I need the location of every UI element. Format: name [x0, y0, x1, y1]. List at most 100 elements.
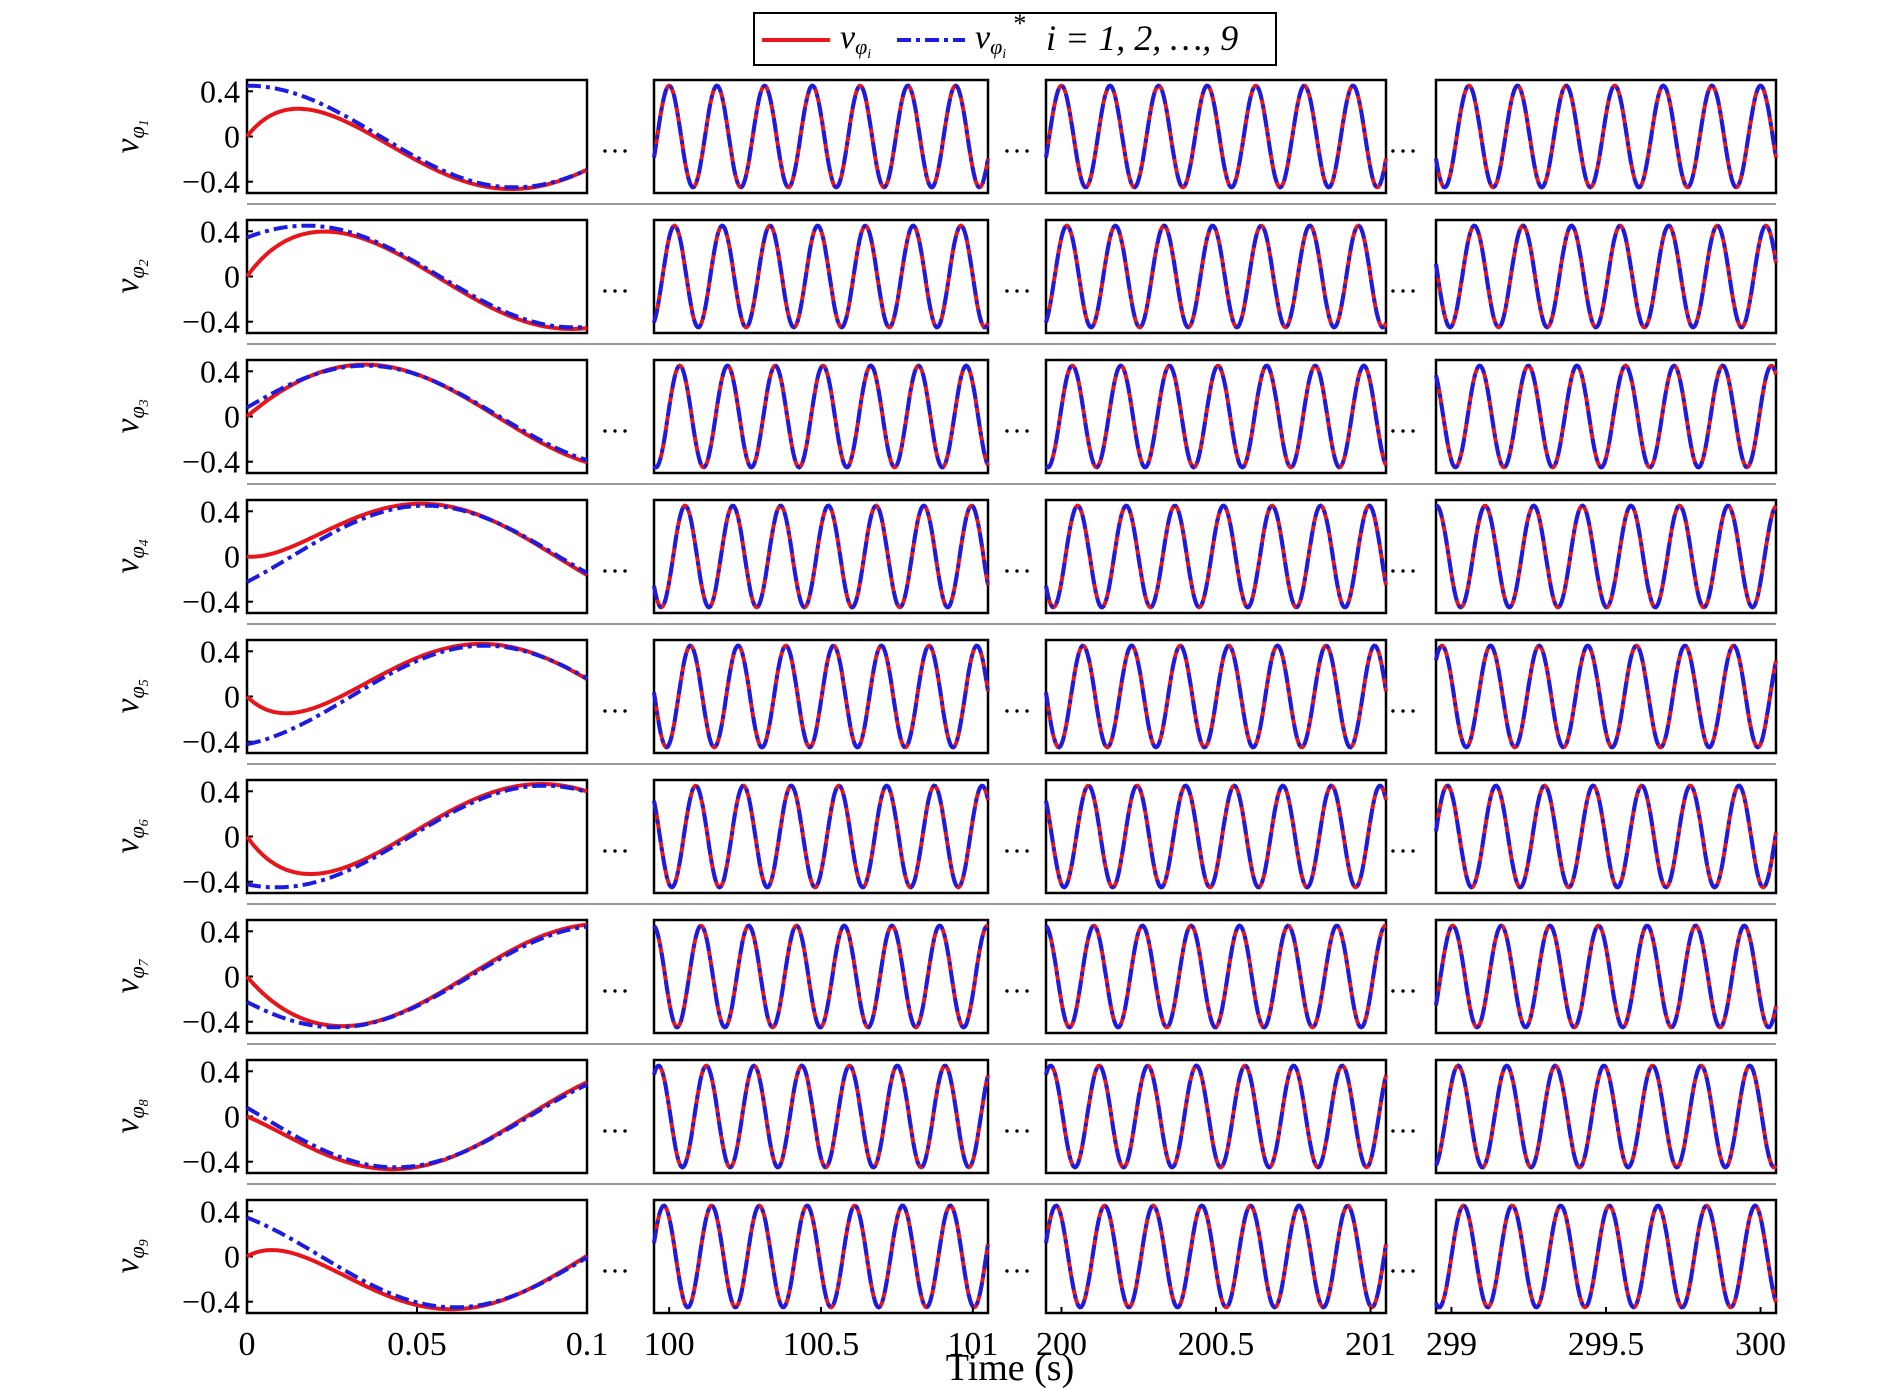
x-tick-label: 299: [1426, 1326, 1477, 1363]
panel-r2-c1: [245, 218, 589, 335]
series-reference-line: [1044, 923, 1387, 1030]
ellipsis: …: [1002, 547, 1032, 580]
x-tick-label: 201: [1345, 1326, 1396, 1363]
x-tick-label: 299.5: [1568, 1326, 1645, 1363]
y-tick-label: 0.4: [200, 1053, 240, 1089]
row-1: vφ1 0.4 0 −0.4 … … …: [109, 73, 1778, 200]
row-8: vφ80.40−0.4………: [109, 1043, 1778, 1180]
y-tick-label: 0: [224, 679, 240, 715]
x-tick-label: 101: [947, 1326, 998, 1363]
series-reference-line: [652, 1063, 990, 1170]
panel-r5-c2: [652, 638, 990, 755]
x-tick-label: 0.1: [566, 1326, 609, 1363]
ellipsis: …: [1388, 687, 1418, 720]
series-reference-line: [1044, 1203, 1388, 1310]
panel-r2-c4: [1434, 218, 1778, 335]
y-tick-label: −0.4: [182, 1004, 240, 1040]
panel-r1-c2: [652, 78, 990, 195]
y-tick-label: −0.4: [182, 164, 240, 200]
series-reference-line: [246, 223, 588, 330]
panel-r4-c2: [652, 498, 990, 615]
ellipsis: …: [600, 1107, 630, 1140]
ellipsis: …: [1388, 967, 1418, 1000]
y-tick-label: 0: [224, 959, 240, 995]
series-reference-line: [1044, 1063, 1388, 1170]
panel-r8-c1: [245, 1058, 589, 1175]
series-reference-line: [652, 923, 989, 1030]
series-reference-line: [1044, 643, 1388, 750]
legend-box: [753, 12, 1277, 66]
ellipsis: …: [1388, 1247, 1418, 1280]
ellipsis: …: [600, 547, 630, 580]
y-axis-label: vφ7: [109, 958, 152, 993]
panel-r6-c1: [245, 778, 589, 895]
ellipsis: …: [600, 127, 630, 160]
series-reference-line: [1434, 783, 1778, 890]
y-tick-label: 0: [224, 539, 240, 575]
ellipsis: …: [1002, 127, 1032, 160]
series-reference-line: [1044, 363, 1388, 470]
y-tick-label: 0.4: [200, 913, 240, 949]
ellipsis: …: [600, 687, 630, 720]
x-tick-label: 0.05: [387, 1326, 447, 1363]
panels: vφ1 0.4 0 −0.4 … … … vφ2 0.4 0 −0.4 … … … vφ3 0.4 0 −0.4 ……: [109, 73, 1786, 1363]
legend-reference-label: vφi*: [975, 9, 1025, 62]
y-axis-label: vφ1: [109, 119, 152, 153]
x-tick-label: 200: [1036, 1326, 1087, 1363]
series-actual-line: [245, 641, 589, 716]
y-tick-label: 0: [224, 819, 240, 855]
series-reference-line: [652, 643, 990, 750]
ellipsis: …: [1388, 267, 1418, 300]
series-reference-line: [246, 1215, 589, 1310]
y-tick-label: −0.4: [182, 584, 240, 620]
row-7: vφ70.40−0.4………: [109, 903, 1778, 1040]
panel-r8-c4: [1434, 1058, 1778, 1175]
y-tick-label: 0: [224, 1239, 240, 1275]
series-reference-line: [246, 363, 588, 463]
panel-r1-c1: [245, 78, 589, 195]
y-tick-label: 0.4: [200, 633, 240, 669]
ellipsis: …: [600, 407, 630, 440]
y-tick-label: 0: [224, 259, 240, 295]
x-axis-label: Time (s): [946, 1347, 1074, 1389]
panel-r3-c1: [245, 358, 589, 475]
ellipsis: …: [1388, 1107, 1418, 1140]
y-axis-label: vφ2: [109, 259, 152, 293]
series-reference-line: [246, 643, 588, 747]
y-tick-label: 0: [224, 119, 240, 155]
ellipsis: …: [1002, 827, 1032, 860]
x-tick-label: 200.5: [1178, 1326, 1255, 1363]
x-tick-label: 0: [239, 1326, 256, 1363]
panel-r6-c2: [652, 778, 990, 895]
panel-r7-c1: [245, 918, 589, 1035]
series-reference-line: [247, 83, 588, 190]
y-tick-label: −0.4: [182, 864, 240, 900]
panel-r6-c4: [1434, 778, 1778, 895]
ellipsis: …: [1388, 127, 1418, 160]
panel-r8-c2: [652, 1058, 990, 1175]
ellipsis: …: [1002, 267, 1032, 300]
y-tick-label: −0.4: [182, 1144, 240, 1180]
y-tick-label: −0.4: [182, 724, 240, 760]
panel-r9-c1: 0 0.05 0.1: [239, 1198, 609, 1363]
ellipsis: …: [1388, 827, 1418, 860]
series-actual-line: [245, 106, 588, 191]
panel-frame: [652, 918, 990, 1035]
panel-r9-c4: 299 299.5 300: [1426, 1198, 1786, 1363]
y-tick-label: 0.4: [200, 73, 240, 109]
row-3: vφ30.40−0.4………: [109, 343, 1778, 480]
panel-r5-c4: [1434, 638, 1778, 755]
panel-r9-c3: 200 200.5 201: [1036, 1198, 1396, 1363]
ellipsis: …: [600, 267, 630, 300]
y-tick-label: 0.4: [200, 493, 240, 529]
x-tick-label: 300: [1735, 1326, 1786, 1363]
y-axis-label: vφ4: [109, 539, 152, 573]
panel-frame: [1044, 918, 1388, 1035]
panel-r7-c3: [1044, 918, 1388, 1035]
series-reference-line: [652, 363, 990, 470]
panel-r7-c4: [1434, 918, 1778, 1035]
y-axis-label: vφ8: [109, 1099, 152, 1133]
series-reference-line: [1434, 923, 1778, 1030]
legend-index-text: i = 1, 2, …, 9: [1046, 18, 1238, 58]
